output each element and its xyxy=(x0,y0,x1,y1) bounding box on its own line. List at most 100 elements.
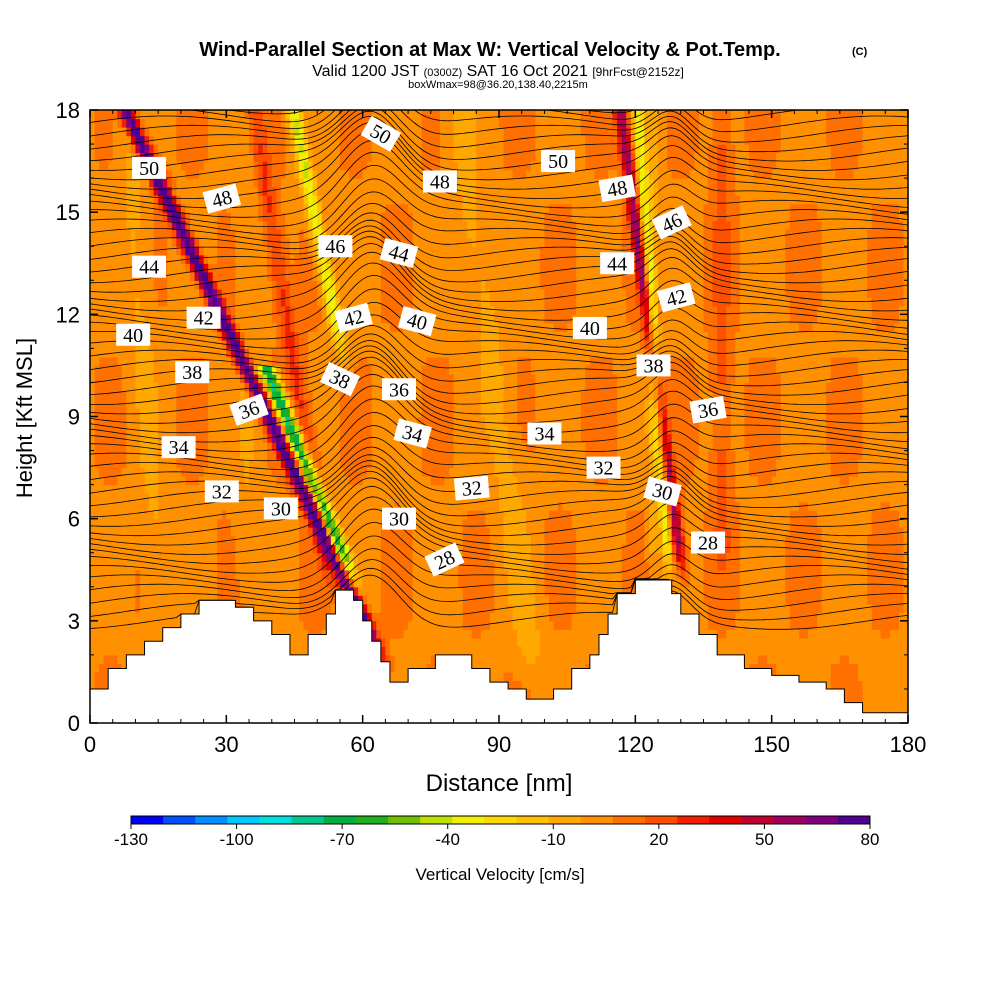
velocity-cell xyxy=(299,510,305,520)
velocity-cell xyxy=(244,459,250,469)
velocity-cell xyxy=(353,442,359,452)
velocity-cell xyxy=(312,271,318,281)
velocity-cell xyxy=(344,433,350,443)
velocity-cell xyxy=(362,544,368,554)
chart-title-mark: (C) xyxy=(852,46,868,58)
velocity-cell xyxy=(94,186,100,196)
velocity-cell xyxy=(312,552,318,562)
velocity-cell xyxy=(230,467,237,477)
velocity-cell xyxy=(167,288,173,298)
velocity-cell xyxy=(112,586,118,596)
velocity-cell xyxy=(226,254,232,264)
velocity-cell xyxy=(399,459,405,469)
velocity-cell xyxy=(267,407,273,418)
velocity-cell xyxy=(239,186,246,196)
velocity-cell xyxy=(90,595,96,605)
velocity-cell xyxy=(403,612,409,622)
velocity-cell xyxy=(399,186,405,196)
velocity-cell xyxy=(244,561,250,571)
velocity-cell xyxy=(367,297,373,307)
velocity-cell xyxy=(335,212,341,222)
velocity-cell xyxy=(99,433,105,443)
velocity-cell xyxy=(321,603,327,613)
velocity-cell xyxy=(199,442,205,452)
velocity-cell xyxy=(394,280,400,290)
velocity-cell xyxy=(117,237,123,247)
velocity-cell xyxy=(112,331,118,341)
velocity-cell xyxy=(317,348,323,358)
velocity-cell xyxy=(371,195,377,205)
velocity-cell xyxy=(180,220,187,230)
velocity-cell xyxy=(112,612,118,622)
velocity-cell xyxy=(217,569,223,579)
velocity-cell xyxy=(158,484,164,494)
velocity-cell xyxy=(90,127,96,137)
velocity-cell xyxy=(299,450,305,460)
velocity-cell xyxy=(239,246,246,256)
velocity-cell xyxy=(94,646,100,656)
velocity-cell xyxy=(94,288,100,298)
velocity-cell xyxy=(230,569,237,579)
velocity-cell xyxy=(389,203,396,213)
velocity-cell xyxy=(358,518,364,528)
velocity-cell xyxy=(226,169,232,179)
velocity-cell xyxy=(126,612,132,622)
velocity-cell xyxy=(221,365,227,375)
velocity-cell xyxy=(376,254,382,264)
velocity-cell xyxy=(185,348,191,358)
velocity-cell xyxy=(299,305,305,315)
velocity-cell xyxy=(358,569,364,579)
velocity-cell xyxy=(126,373,132,384)
velocity-cell xyxy=(130,450,137,460)
velocity-cell xyxy=(226,586,232,596)
velocity-cell xyxy=(230,220,237,230)
velocity-cell xyxy=(180,459,187,469)
velocity-cell xyxy=(194,425,200,435)
velocity-cell xyxy=(385,297,391,307)
velocity-cell xyxy=(276,629,282,639)
velocity-cell xyxy=(130,229,137,239)
velocity-cell xyxy=(285,442,291,452)
velocity-cell xyxy=(171,229,177,239)
velocity-cell xyxy=(180,135,187,145)
velocity-cell xyxy=(362,595,368,605)
velocity-cell xyxy=(139,407,146,418)
velocity-cell xyxy=(149,280,155,290)
velocity-cell xyxy=(94,603,100,613)
velocity-cell xyxy=(385,603,391,613)
velocity-cell xyxy=(389,399,396,409)
velocity-cell xyxy=(299,390,305,401)
velocity-cell xyxy=(244,186,250,196)
velocity-cell xyxy=(371,493,377,503)
velocity-cell xyxy=(353,586,359,596)
velocity-cell xyxy=(344,390,350,401)
velocity-cell xyxy=(299,399,305,409)
velocity-cell xyxy=(244,442,250,452)
velocity-cell xyxy=(294,518,300,528)
velocity-cell xyxy=(167,161,173,171)
velocity-cell xyxy=(235,561,241,571)
velocity-cell xyxy=(249,535,255,545)
velocity-cell xyxy=(126,459,132,469)
velocity-cell xyxy=(362,390,368,401)
velocity-cell xyxy=(144,144,150,154)
velocity-cell xyxy=(321,382,327,392)
velocity-cell xyxy=(244,467,250,477)
velocity-cell xyxy=(149,348,155,358)
velocity-cell xyxy=(90,442,96,452)
velocity-cell xyxy=(358,280,364,290)
velocity-cell xyxy=(344,254,350,264)
velocity-cell xyxy=(144,467,150,477)
velocity-cell xyxy=(362,578,368,588)
velocity-cell xyxy=(389,339,396,349)
velocity-cell xyxy=(103,654,109,665)
velocity-cell xyxy=(385,654,391,665)
velocity-cell xyxy=(389,425,396,435)
velocity-cell xyxy=(358,144,364,154)
velocity-cell xyxy=(371,246,377,256)
velocity-cell xyxy=(135,373,141,384)
velocity-cell xyxy=(112,390,118,401)
velocity-cell xyxy=(90,271,96,281)
velocity-cell xyxy=(312,425,318,435)
velocity-cell xyxy=(317,569,323,579)
